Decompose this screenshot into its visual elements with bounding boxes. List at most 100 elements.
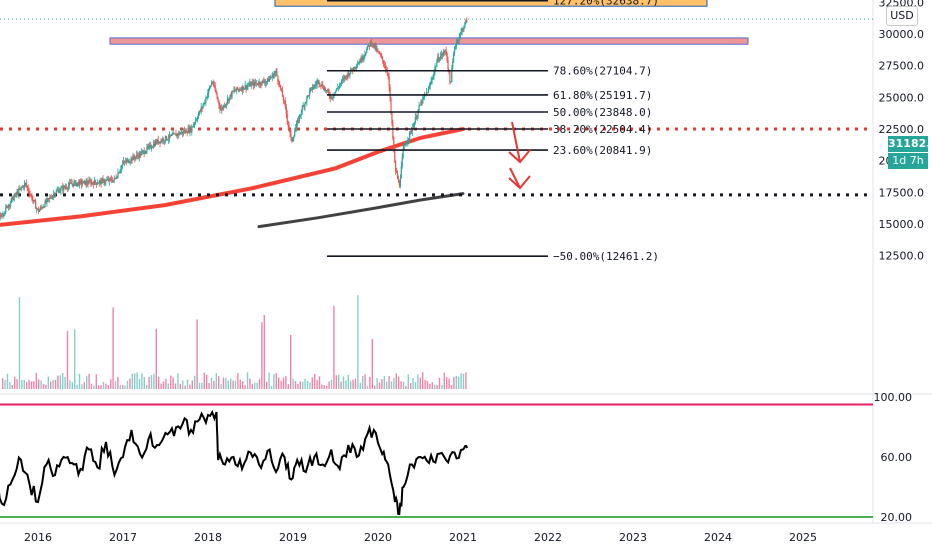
candle-body <box>101 179 103 184</box>
candle-body <box>112 179 114 182</box>
candle-body <box>102 179 104 181</box>
candle-body <box>48 198 50 200</box>
candle-body <box>331 96 333 99</box>
candle-body <box>199 110 201 112</box>
candle-body <box>227 99 229 102</box>
volume-bar <box>390 381 393 389</box>
candle-body <box>30 194 32 196</box>
candle-body <box>53 194 56 196</box>
candle-body <box>367 45 369 49</box>
candle-body <box>230 94 232 97</box>
candle-body <box>180 132 182 135</box>
candle-body <box>240 89 243 91</box>
candle-body <box>380 53 382 56</box>
candle-body <box>415 117 417 119</box>
candle-body <box>14 193 16 197</box>
fib-level-label: 61.80%(25191.7) <box>553 89 652 102</box>
candle-body <box>307 95 309 97</box>
annotation-arrow[interactable] <box>511 121 521 163</box>
volume-bar <box>45 384 47 389</box>
candle-body <box>287 120 289 126</box>
volume-bar <box>306 380 309 389</box>
candle-body <box>416 115 418 119</box>
candle-body <box>276 70 278 76</box>
volume-bar <box>345 380 347 389</box>
volume-bar <box>47 376 49 389</box>
target-zone[interactable] <box>274 0 708 7</box>
candle-body <box>187 128 189 133</box>
volume-bar <box>311 377 313 389</box>
volume-bar <box>333 305 335 389</box>
candle-body <box>182 130 185 134</box>
candle-body <box>344 75 346 80</box>
annotation-arrow[interactable] <box>509 167 521 189</box>
volume-bar <box>35 373 37 389</box>
candle-body <box>166 136 168 140</box>
volume-bar <box>71 382 73 389</box>
candle-body <box>341 79 343 81</box>
volume-bar <box>239 379 241 389</box>
candle-body <box>0 215 1 217</box>
candle-body <box>200 107 202 111</box>
volume-bar <box>4 379 6 389</box>
candle-body <box>427 88 430 93</box>
candle-body <box>462 28 464 30</box>
candle-body <box>133 155 135 158</box>
volume-bar <box>270 385 273 389</box>
volume-bar <box>446 377 448 389</box>
candle-body <box>233 89 235 92</box>
volume-bar <box>69 380 71 389</box>
candle-body <box>300 112 302 115</box>
candle-body <box>151 146 154 148</box>
candle-body <box>429 83 431 87</box>
candle-body <box>407 140 409 143</box>
currency-badge[interactable]: USD <box>886 6 918 26</box>
candle-body <box>86 181 88 184</box>
candle-body <box>394 149 396 162</box>
volume-bar <box>119 384 121 389</box>
candle-body <box>376 49 378 51</box>
volume-bar <box>86 376 88 389</box>
volume-bar <box>208 383 210 389</box>
volume-bar <box>26 382 28 389</box>
resistance-zone[interactable] <box>109 37 749 45</box>
candle-body <box>113 178 115 180</box>
candle-body <box>129 161 131 163</box>
candle-body <box>253 81 256 86</box>
candle-body <box>190 127 192 132</box>
volume-bar <box>263 314 265 389</box>
candle-body <box>95 182 98 185</box>
volume-bar <box>251 383 253 389</box>
candle-body <box>140 151 142 156</box>
bar-countdown-label: 1d 7h <box>888 153 928 169</box>
candle-body <box>432 76 434 79</box>
candle-body <box>52 194 55 196</box>
volume-bar <box>225 378 227 389</box>
time-axis-tick: 2021 <box>449 531 477 544</box>
candle-body <box>158 141 160 144</box>
candle-body <box>438 56 440 61</box>
candle-body <box>313 85 315 88</box>
candle-body <box>265 82 267 84</box>
volume-bar <box>134 373 136 389</box>
candle-body <box>280 84 282 90</box>
candle-body <box>142 150 144 152</box>
oscillator-line <box>0 409 469 516</box>
candle-body <box>281 90 284 97</box>
volume-bar <box>282 377 285 389</box>
fib-level-label: 50.00%(23848.0) <box>553 106 652 119</box>
candle-body <box>181 131 184 134</box>
volume-bar <box>148 376 150 389</box>
volume-bar <box>429 383 431 389</box>
volume-bar <box>78 373 81 389</box>
candle-body <box>400 166 402 179</box>
candle-body <box>84 180 86 185</box>
volume-bar <box>174 383 177 389</box>
candle-body <box>98 181 100 184</box>
volume-bar <box>57 375 59 389</box>
candle-body <box>4 212 6 215</box>
volume-bar <box>2 378 4 389</box>
volume-bar <box>342 376 345 389</box>
